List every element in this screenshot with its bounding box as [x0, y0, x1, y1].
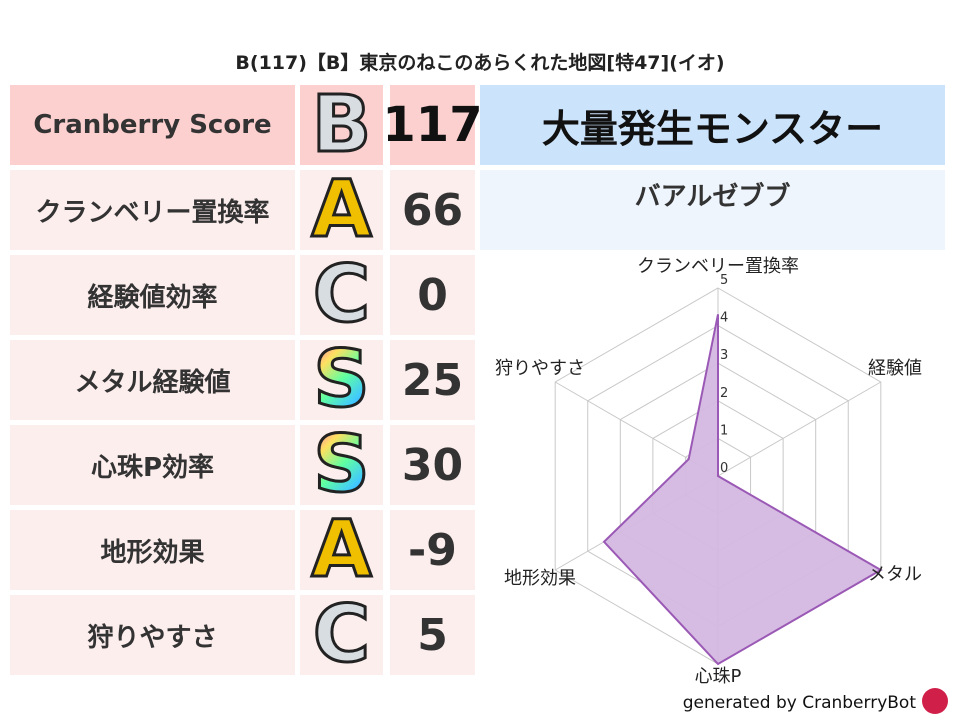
metric-value: 0: [390, 255, 475, 335]
cranberry-bot-icon: [922, 688, 948, 714]
tick-label: 1: [720, 423, 728, 438]
metric-value: 25: [390, 340, 475, 420]
metric-rank-badge: C: [300, 250, 383, 340]
metric-label: 心珠P効率: [10, 425, 295, 505]
tick-label: 2: [720, 386, 728, 401]
metric-value: -9: [390, 510, 475, 590]
rank-letter: C: [311, 590, 371, 680]
metric-value: 30: [390, 425, 475, 505]
metric-rank-badge: S: [300, 420, 383, 510]
axis-label: 狩りやすさ: [495, 358, 585, 379]
monster-header: 大量発生モンスター: [480, 85, 945, 165]
page-title: B(117)【B】東京のねこのあらくれた地図[特47](イオ): [235, 52, 725, 74]
score-rank-badge: B: [300, 80, 383, 170]
metric-label: メタル経験値: [10, 340, 295, 420]
tick-label: 3: [720, 348, 728, 363]
rank-letter: B: [310, 80, 372, 170]
tick-label: 5: [720, 273, 728, 288]
axis-label: 心珠P: [695, 666, 742, 687]
metric-rank-badge: A: [300, 165, 383, 255]
footer-credit: generated by CranberryBot: [682, 693, 916, 713]
metric-value: 5: [390, 595, 475, 675]
rank-letter: S: [312, 420, 371, 510]
score-label: Cranberry Score: [10, 85, 295, 165]
metric-value: 66: [390, 170, 475, 250]
metric-label: クランベリー置換率: [10, 170, 295, 250]
monster-name: バアルゼブブ: [480, 170, 945, 250]
metric-rank-badge: S: [300, 335, 383, 425]
metric-label: 経験値効率: [10, 255, 295, 335]
tick-label: 4: [720, 311, 728, 326]
rank-letter: A: [310, 505, 373, 595]
axis-label: クランベリー置換率: [637, 256, 799, 277]
metric-rank-badge: A: [300, 505, 383, 595]
axis-label: 経験値: [868, 358, 922, 379]
rank-letter: S: [312, 335, 371, 425]
metric-rank-badge: C: [300, 590, 383, 680]
data-polygon: [602, 314, 883, 666]
axis-label: メタル: [868, 564, 922, 585]
axis-label: 地形効果: [504, 568, 576, 589]
metric-label: 狩りやすさ: [10, 595, 295, 675]
grid-spoke: [717, 381, 882, 477]
tick-label: 0: [720, 461, 728, 476]
metric-label: 地形効果: [10, 510, 295, 590]
rank-letter: C: [311, 250, 371, 340]
score-value: 117: [382, 85, 483, 165]
rank-letter: A: [310, 165, 373, 255]
